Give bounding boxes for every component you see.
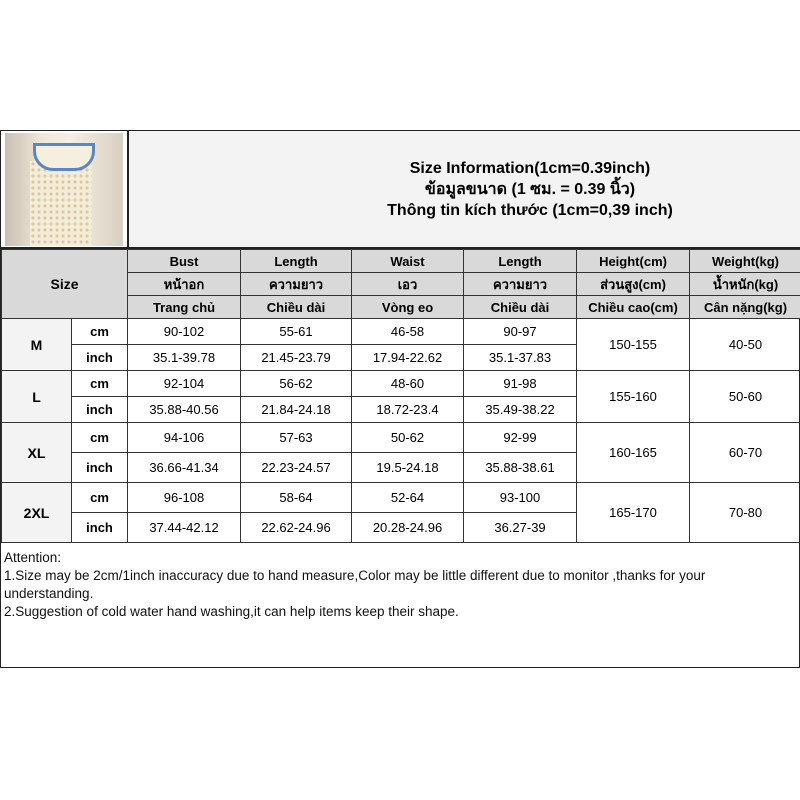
column-header: Chiều dài (463, 295, 578, 319)
weight-cell: 40-50 (689, 318, 800, 371)
column-header: Trang chủ (127, 295, 242, 319)
attention-title: Attention: (4, 550, 62, 565)
measurement-cell: 35.1-37.83 (463, 344, 578, 371)
unit-label: cm (70, 482, 129, 513)
column-header: Chiều cao(cm) (576, 295, 691, 319)
column-header: Vòng eo (351, 295, 465, 319)
measurement-cell: 50-62 (351, 422, 465, 453)
measurement-cell: 35.88-40.56 (127, 396, 242, 423)
column-header: Chiều dài (240, 295, 353, 319)
measurement-cell: 18.72-23.4 (351, 396, 465, 423)
height-cell: 160-165 (576, 422, 691, 483)
column-header: Height(cm) (576, 249, 691, 273)
measurement-cell: 57-63 (240, 422, 353, 453)
measurement-cell: 17.94-22.62 (351, 344, 465, 371)
height-cell: 155-160 (576, 370, 691, 423)
header-row: Size Bust Length Waist Length Height(cm) Weigh… (0, 249, 800, 319)
unit-label: cm (70, 318, 129, 345)
size-header: Size (0, 249, 129, 319)
product-photo (5, 133, 123, 246)
attention-notes: Attention: 1.Size may be 2cm/1inch inacc… (4, 549, 796, 621)
measurement-cell: 93-100 (463, 482, 578, 513)
size-table: Size Bust Length Waist Length Height(cm) Weigh… (0, 249, 800, 543)
measurement-cell: 56-62 (240, 370, 353, 397)
measurement-cell: 94-106 (127, 422, 242, 453)
column-header: Cân nặng(kg) (689, 295, 800, 319)
unit-label: cm (70, 370, 129, 397)
column-header: ความยาว (240, 272, 353, 296)
title-cell: Size Information(1cm=0.39inch) ข้อมูลขนา… (127, 131, 800, 247)
measurement-cell: 22.23-24.57 (240, 452, 353, 483)
table-row: inch 35.1-39.78 21.45-23.79 17.94-22.62 35.1… (2, 344, 800, 371)
header-row: หน้าอก ความยาว เอว ความยาว ส่วนสูง(cm) น้ำหนั… (2, 272, 800, 296)
weight-cell: 70-80 (689, 482, 800, 543)
unit-label: inch (70, 396, 129, 423)
measurement-cell: 90-102 (127, 318, 242, 345)
measurement-cell: 36.66-41.34 (127, 452, 242, 483)
column-header: Length (463, 249, 578, 273)
measurement-cell: 37.44-42.12 (127, 512, 242, 543)
measurement-cell: 52-64 (351, 482, 465, 513)
measurement-cell: 55-61 (240, 318, 353, 345)
measurement-cell: 35.88-38.61 (463, 452, 578, 483)
measurement-cell: 21.45-23.79 (240, 344, 353, 371)
column-header: Waist (351, 249, 465, 273)
column-header: เอว (351, 272, 465, 296)
unit-label: inch (70, 512, 129, 543)
height-cell: 165-170 (576, 482, 691, 543)
column-header: หน้าอก (127, 272, 242, 296)
measurement-cell: 19.5-24.18 (351, 452, 465, 483)
size-label: 2XL (1, 482, 72, 543)
table-row: inch 37.44-42.12 22.62-24.96 20.28-24.96 36.… (2, 512, 800, 543)
measurement-cell: 22.62-24.96 (240, 512, 353, 543)
size-label: L (1, 370, 72, 423)
weight-cell: 60-70 (689, 422, 800, 483)
table-row: XL cm 94-106 57-63 50-62 92-99 160-165 60-70 (1, 422, 800, 483)
measurement-cell: 21.84-24.18 (240, 396, 353, 423)
measurement-cell: 96-108 (127, 482, 242, 513)
title-row: Size Information(1cm=0.39inch) ข้อมูลขนา… (1, 131, 800, 249)
unit-label: inch (70, 452, 129, 483)
column-header: ส่วนสูง(cm) (576, 272, 691, 296)
measurement-cell: 91-98 (463, 370, 578, 397)
table-row: 2XL cm 96-108 58-64 52-64 93-100 165-170 70-80 (1, 482, 800, 543)
measurement-cell: 48-60 (351, 370, 465, 397)
title-th: ข้อมูลขนาด (1 ซม. = 0.39 นิ้ว) (424, 180, 636, 198)
column-header: ความยาว (463, 272, 578, 296)
size-chart: Size Information(1cm=0.39inch) ข้อมูลขนา… (0, 130, 800, 668)
title-vi: Thông tin kích thước (1cm=0,39 inch) (387, 201, 673, 219)
measurement-cell: 36.27-39 (463, 512, 578, 543)
measurement-cell: 92-104 (127, 370, 242, 397)
weight-cell: 50-60 (689, 370, 800, 423)
measurement-cell: 58-64 (240, 482, 353, 513)
column-header: Bust (127, 249, 242, 273)
header-row: Trang chủ Chiều dài Vòng eo Chiều dài Chiều … (2, 295, 800, 319)
size-label: XL (1, 422, 72, 483)
column-header: Weight(kg) (689, 249, 800, 273)
column-header: Length (240, 249, 353, 273)
unit-label: inch (70, 344, 129, 371)
measurement-cell: 35.1-39.78 (127, 344, 242, 371)
size-label: M (1, 318, 72, 371)
measurement-cell: 46-58 (351, 318, 465, 345)
unit-label: cm (70, 422, 129, 453)
table-row: inch 35.88-40.56 21.84-24.18 18.72-23.4 35.4… (2, 396, 800, 423)
measurement-cell: 35.49-38.22 (463, 396, 578, 423)
attention-note-1: 1.Size may be 2cm/1inch inaccuracy due t… (4, 568, 706, 601)
attention-note-2: 2.Suggestion of cold water hand washing,… (4, 604, 459, 619)
height-cell: 150-155 (576, 318, 691, 371)
column-header: น้ำหนัก(kg) (689, 272, 800, 296)
table-row: inch 36.66-41.34 22.23-24.57 19.5-24.18 35.8… (2, 452, 800, 483)
title-en: Size Information(1cm=0.39inch) (409, 159, 651, 177)
measurement-cell: 20.28-24.96 (351, 512, 465, 543)
measurement-cell: 92-99 (463, 422, 578, 453)
measurement-cell: 90-97 (463, 318, 578, 345)
